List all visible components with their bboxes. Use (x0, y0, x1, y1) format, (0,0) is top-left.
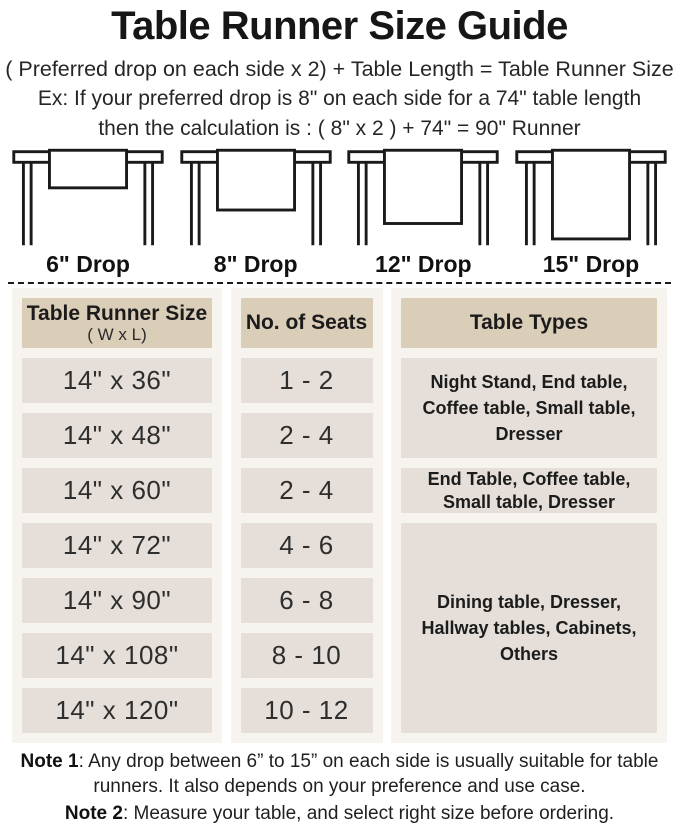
runner-rect (383, 148, 464, 225)
runner-size-cell: 14" x 36" (22, 358, 212, 404)
table-illustration-6in: 6" Drop (8, 147, 168, 277)
page-title: Table Runner Size Guide (111, 4, 568, 48)
note-1-label: Note 1 (20, 751, 79, 773)
runner-size-header-subtitle: ( W x L) (87, 325, 147, 345)
runner-rect (215, 148, 296, 212)
runner-size-cell: 14" x 90" (22, 578, 212, 624)
runner-rect (550, 148, 631, 241)
size-guide-table: Table Runner Size ( W x L) 14" x 36" 14"… (0, 288, 679, 744)
dashed-divider (8, 282, 671, 285)
drop-label: 8" Drop (213, 251, 298, 277)
runner-size-cell: 14" x 60" (22, 468, 212, 514)
note-1-text: : Any drop between 6” to 15” on each sid… (78, 751, 659, 798)
runner-size-cell: 14" x 48" (22, 413, 212, 459)
formula-text: ( Preferred drop on each side x 2) + Tab… (5, 57, 674, 81)
column-table-types: Table Types Night Stand, End table, Coff… (391, 288, 667, 744)
seats-cell: 10 - 12 (240, 688, 373, 734)
note-1: Note 1: Any drop between 6” to 15” on ea… (6, 749, 673, 799)
table-types-cell: Night Stand, End table, Coffee table, Sm… (401, 358, 657, 459)
table-drawing (347, 148, 499, 246)
drop-illustrations: 6" Drop 8" Drop 12" Drop (0, 147, 679, 277)
table-drawing (12, 148, 164, 246)
drop-label: 6" Drop (46, 251, 130, 277)
runner-size-header: Table Runner Size ( W x L) (22, 298, 212, 349)
seats-cell: 4 - 6 (240, 523, 373, 569)
table-drawing (179, 148, 332, 246)
column-seats: No. of Seats 1 - 2 2 - 4 2 - 4 4 - 6 6 -… (230, 288, 383, 744)
seats-cell: 6 - 8 (240, 578, 373, 624)
note-2: Note 2: Measure your table, and select r… (6, 801, 673, 826)
table-types-cell: End Table, Coffee table, Small table, Dr… (401, 468, 657, 514)
seats-cell: 1 - 2 (240, 358, 373, 404)
table-illustration-15in: 15" Drop (511, 147, 671, 277)
runner-size-cell: 14" x 72" (22, 523, 212, 569)
table-illustration-12in: 12" Drop (343, 147, 503, 277)
drop-label: 15" Drop (542, 251, 640, 277)
note-2-text: : Measure your table, and select right s… (122, 803, 615, 825)
column-runner-size: Table Runner Size ( W x L) 14" x 36" 14"… (12, 288, 222, 744)
table-types-cell: Dining table, Dresser, Hallway tables, C… (401, 523, 657, 734)
drop-label: 12" Drop (375, 251, 472, 277)
runner-rect (48, 148, 128, 190)
seats-cell: 2 - 4 (240, 468, 373, 514)
table-drawing (515, 148, 667, 246)
notes-section: Note 1: Any drop between 6” to 15” on ea… (0, 749, 679, 826)
note-2-label: Note 2 (64, 803, 123, 825)
example-line-2: then the calculation is : ( 8" x 2 ) + 7… (98, 117, 581, 140)
seats-header: No. of Seats (240, 298, 373, 349)
runner-size-header-title: Table Runner Size (26, 301, 208, 325)
table-types-header: Table Types (401, 298, 657, 349)
example-line-1: Ex: If your preferred drop is 8" on each… (37, 87, 642, 110)
runner-size-cell: 14" x 108" (22, 633, 212, 679)
runner-size-cell: 14" x 120" (22, 688, 212, 734)
seats-cell: 8 - 10 (240, 633, 373, 679)
seats-cell: 2 - 4 (240, 413, 373, 459)
table-illustration-8in: 8" Drop (176, 147, 336, 277)
